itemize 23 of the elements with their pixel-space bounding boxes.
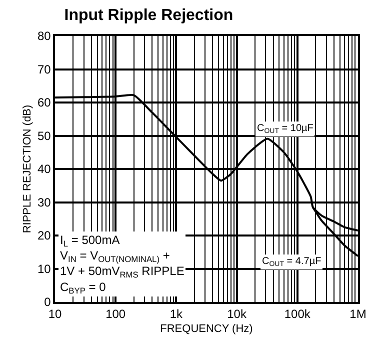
x-tick-label: 100: [106, 307, 126, 322]
x-tick-label: 100k: [284, 307, 312, 322]
y-tick-label: 30: [37, 195, 52, 210]
y-tick-label: 70: [37, 62, 52, 76]
y-tick-label: 50: [37, 128, 52, 143]
y-tick-label: 40: [37, 162, 52, 176]
annotation: C$_{BYP}$ = 0: [60, 280, 106, 296]
y-tick-label: 0: [44, 295, 52, 310]
y-tick-label: 60: [37, 96, 52, 110]
x-tick-label: 10k: [227, 307, 248, 322]
y-tick-label: 10: [37, 262, 52, 276]
series-label: C$_{OUT}$ = 10µF: [257, 123, 314, 136]
y-tick-label: 80: [37, 29, 52, 44]
x-tick-label: 1k: [170, 307, 184, 322]
x-axis-title: FREQUENCY (Hz): [160, 322, 253, 335]
chart-title: Input Ripple Rejection: [64, 6, 234, 24]
x-tick-label: 10: [48, 307, 62, 322]
y-axis-title: RIPPLE REJECTION (dB): [22, 104, 34, 234]
text: V$_{IN}$ = V$_{OUT(NOMINAL)}$ + 1V + 50mV$_{RMS}$ RIPPLE: [60, 248, 184, 280]
x-tick-label: 1M: [350, 307, 366, 322]
annotation: I$_{L}$ = 500mA: [60, 233, 120, 249]
text: C$_{OUT}$ = 4.7µF: [262, 256, 322, 268]
y-tick-label: 20: [37, 228, 52, 243]
